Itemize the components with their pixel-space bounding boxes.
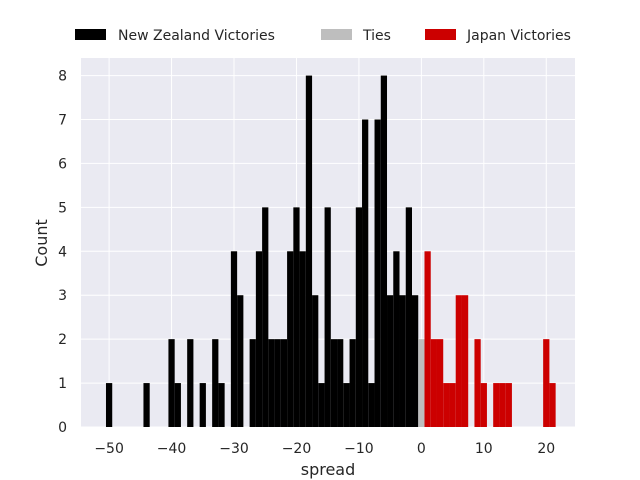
bar-new-zealand [174, 383, 181, 427]
bar-japan [499, 383, 506, 427]
bar-japan [449, 383, 456, 427]
bar-new-zealand [299, 251, 306, 427]
bar-japan [543, 339, 550, 427]
bar-new-zealand [105, 383, 113, 427]
x-tick-label: 10 [475, 441, 493, 457]
bar-new-zealand [199, 383, 206, 427]
bar-new-zealand [337, 339, 344, 427]
bar-japan [549, 383, 556, 427]
legend-label-new-zealand: New Zealand Victories [118, 28, 275, 44]
bar-new-zealand [368, 383, 375, 427]
bar-japan [424, 251, 431, 427]
bar-new-zealand [312, 295, 319, 427]
x-tick-label: −30 [219, 441, 249, 457]
bar-new-zealand [362, 119, 369, 427]
x-tick-label: −40 [157, 441, 187, 457]
bar-new-zealand [380, 75, 388, 428]
bar-new-zealand [305, 75, 313, 428]
y-tick-label: 5 [58, 200, 67, 216]
bar-new-zealand [324, 207, 331, 427]
bar-new-zealand [393, 251, 400, 427]
x-tick-label: 20 [537, 441, 555, 457]
x-tick-label: −20 [282, 441, 312, 457]
bar-new-zealand [287, 251, 294, 427]
bar-new-zealand [262, 207, 269, 427]
y-tick-label: 6 [58, 156, 67, 172]
bar-japan [436, 339, 444, 427]
bar-new-zealand [168, 339, 175, 427]
bar-japan [474, 339, 481, 427]
bar-new-zealand [280, 339, 288, 427]
bar-new-zealand [405, 207, 412, 427]
bar-new-zealand [293, 207, 300, 427]
bar-new-zealand [268, 339, 275, 427]
legend-swatch-ties [321, 29, 352, 40]
bar-new-zealand [143, 383, 150, 427]
y-tick-label: 2 [58, 332, 67, 348]
bar-new-zealand [230, 251, 238, 427]
bar-new-zealand [387, 295, 394, 427]
y-axis-label: Count [32, 219, 51, 267]
bar-new-zealand [274, 339, 281, 427]
x-tick-label: 0 [417, 441, 426, 457]
bar-japan [505, 383, 512, 427]
y-tick-label: 3 [58, 288, 67, 304]
bar-new-zealand [212, 339, 219, 427]
bar-japan [493, 383, 500, 427]
y-axis-ticks: 0 1 2 3 4 5 6 7 8 [58, 69, 67, 436]
bar-new-zealand [218, 383, 225, 427]
bar-japan [480, 383, 487, 427]
x-tick-label: −10 [344, 441, 374, 457]
y-tick-label: 7 [58, 113, 67, 129]
bar-new-zealand [399, 295, 406, 427]
bars [105, 75, 556, 428]
y-tick-label: 1 [58, 376, 67, 392]
bar-japan [455, 295, 462, 427]
legend: New Zealand Victories Ties Japan Victori… [75, 28, 571, 44]
bar-japan [430, 339, 437, 427]
bar-new-zealand [330, 339, 338, 427]
bar-new-zealand [255, 251, 263, 427]
bar-japan [461, 295, 469, 427]
x-tick-label: −50 [94, 441, 124, 457]
bar-new-zealand [318, 383, 325, 427]
legend-swatch-japan [425, 29, 456, 40]
legend-swatch-new-zealand [75, 29, 106, 40]
bar-new-zealand [349, 339, 356, 427]
y-tick-label: 0 [58, 420, 67, 436]
bar-new-zealand [411, 295, 419, 427]
y-tick-label: 8 [58, 69, 67, 85]
bar-new-zealand [343, 383, 350, 427]
x-axis-label: spread [301, 460, 356, 479]
legend-label-japan: Japan Victories [466, 28, 571, 44]
bar-new-zealand [187, 339, 194, 427]
bar-ties [418, 339, 425, 427]
legend-label-ties: Ties [362, 28, 391, 44]
y-tick-label: 4 [58, 244, 67, 260]
bar-new-zealand [355, 207, 363, 427]
bar-new-zealand [249, 339, 256, 427]
bar-new-zealand [374, 119, 381, 427]
x-axis-ticks: −50 −40 −30 −20 −10 0 10 20 [94, 441, 555, 457]
bar-japan [443, 383, 450, 427]
bar-new-zealand [237, 295, 244, 427]
